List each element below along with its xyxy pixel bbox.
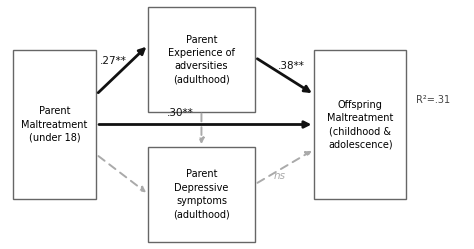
Text: Parent
Maltreatment
(under 18): Parent Maltreatment (under 18) [21, 106, 88, 143]
Text: .38**: .38** [278, 61, 305, 71]
FancyBboxPatch shape [314, 50, 406, 199]
Text: R²=.31: R²=.31 [416, 95, 450, 105]
FancyBboxPatch shape [148, 7, 255, 112]
Text: ns: ns [273, 171, 286, 181]
FancyBboxPatch shape [148, 147, 255, 242]
FancyBboxPatch shape [13, 50, 96, 199]
Text: Parent
Depressive
symptoms
(adulthood): Parent Depressive symptoms (adulthood) [173, 169, 230, 219]
Text: .30**: .30** [167, 108, 193, 118]
Text: Offspring
Maltreatment
(childhood &
adolescence): Offspring Maltreatment (childhood & adol… [327, 100, 393, 149]
Text: Parent
Experience of
adversities
(adulthood): Parent Experience of adversities (adulth… [168, 35, 235, 85]
Text: .27**: .27** [100, 56, 127, 66]
